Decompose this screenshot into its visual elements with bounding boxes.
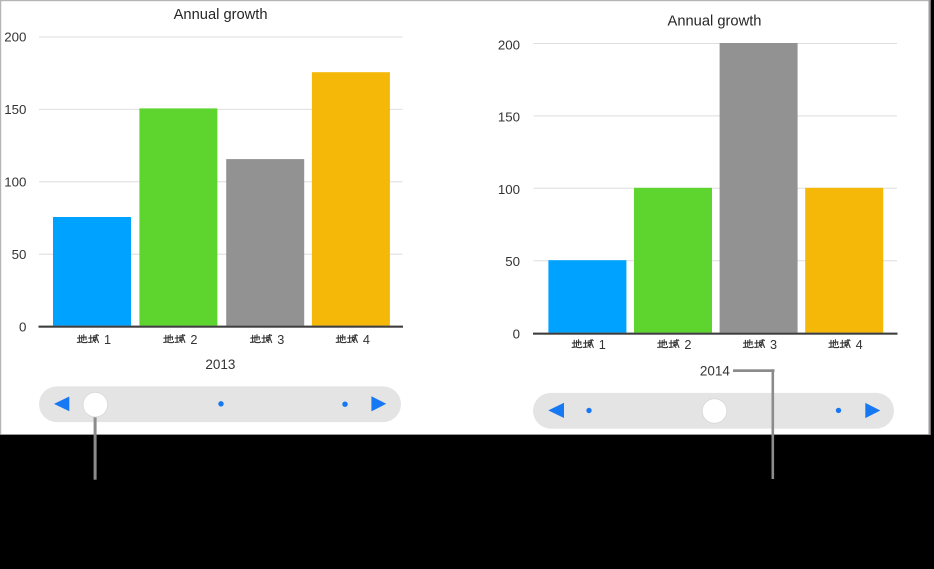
svg-text:3: 3 (277, 333, 284, 347)
svg-text:1: 1 (599, 338, 606, 352)
svg-text:0: 0 (513, 326, 520, 341)
svg-text:0: 0 (19, 319, 26, 334)
svg-text:1: 1 (104, 333, 111, 347)
svg-text:150: 150 (498, 110, 520, 125)
svg-text:Annual growth: Annual growth (174, 7, 268, 23)
svg-text:200: 200 (498, 38, 520, 53)
svg-text:4: 4 (363, 333, 370, 347)
svg-text:150: 150 (4, 102, 26, 117)
svg-text:2: 2 (684, 338, 691, 352)
svg-text:Annual growth: Annual growth (668, 14, 762, 30)
svg-text:100: 100 (498, 182, 520, 197)
svg-text:50: 50 (12, 247, 27, 262)
svg-text:2: 2 (190, 333, 197, 347)
svg-text:4: 4 (856, 338, 863, 352)
svg-text:100: 100 (4, 175, 26, 190)
svg-text:50: 50 (505, 254, 520, 269)
svg-text:2014: 2014 (700, 363, 731, 378)
svg-text:3: 3 (770, 338, 777, 352)
svg-text:200: 200 (4, 30, 26, 45)
svg-text:2013: 2013 (205, 357, 235, 372)
